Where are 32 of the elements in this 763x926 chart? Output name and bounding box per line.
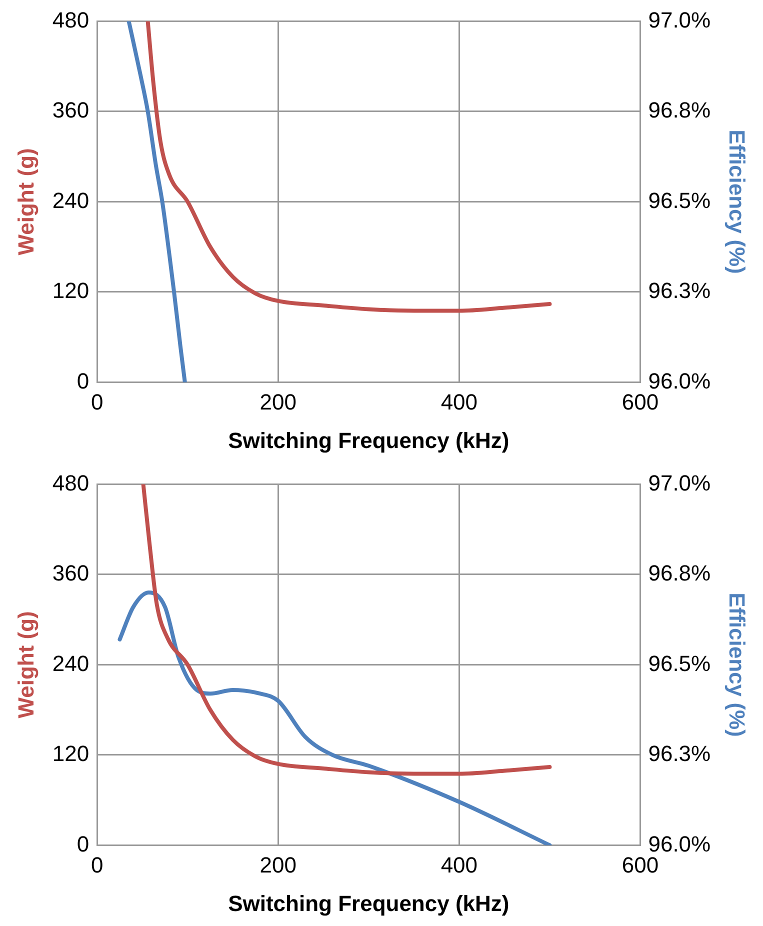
line-series (126, 21, 187, 382)
y-tick-label: 120 (52, 278, 90, 304)
y2-tick-label: 96.3% (648, 278, 711, 304)
y-tick-label: 0 (76, 368, 90, 394)
y-tick-label: 240 (52, 188, 90, 213)
y2-tick-label: 96.8% (648, 98, 711, 123)
y-axis-title: Weight (g) (13, 148, 38, 256)
x-axis-title: Switching Frequency (kHz) (228, 890, 510, 916)
line-series (118, 590, 552, 846)
y-tick-label: 360 (52, 98, 90, 123)
y2-tick-label: 96.5% (648, 650, 711, 676)
y2-tick-label: 96.5% (648, 188, 711, 213)
y-tick-label: 480 (52, 7, 90, 32)
y2-tick-label: 96.8% (648, 560, 711, 586)
x-axis-title: Switching Frequency (kHz) (228, 428, 510, 453)
x-tick-label: 200 (260, 852, 297, 878)
y-tick-label: 240 (52, 650, 90, 676)
y-tick-label: 120 (52, 741, 90, 766)
y2-axis-title: Efficiency (%) (724, 592, 750, 737)
x-tick-label: 200 (260, 389, 297, 414)
y2-tick-label: 97.0% (648, 470, 711, 496)
x-tick-label: 400 (440, 389, 478, 414)
line-series (146, 21, 552, 313)
x-tick-label: 400 (440, 852, 478, 878)
y-tick-label: 360 (52, 560, 90, 586)
y-axis-title: Weight (g) (13, 611, 38, 718)
y2-tick-label: 96.3% (648, 741, 711, 766)
y2-axis-title: Efficiency (%) (724, 130, 750, 274)
y-tick-label: 0 (76, 831, 90, 856)
y-tick-label: 480 (52, 470, 90, 496)
y2-tick-label: 97.0% (648, 7, 711, 32)
line-series (141, 484, 552, 776)
